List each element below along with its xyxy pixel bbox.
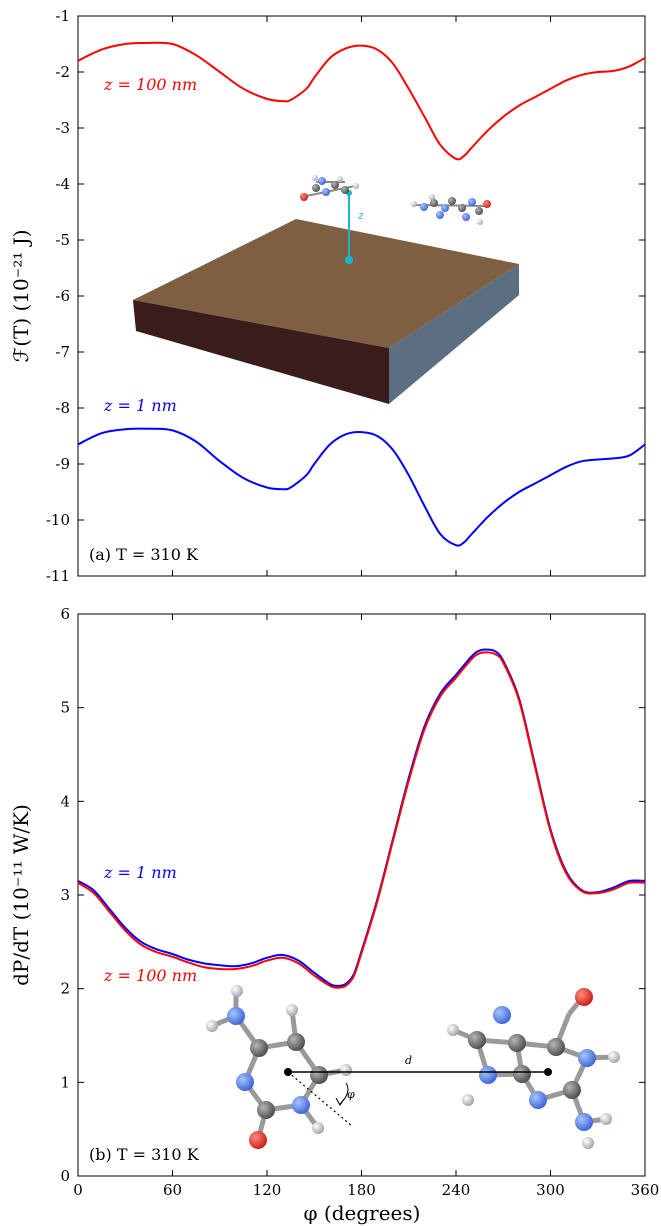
x-tick-label: 180 (347, 1181, 376, 1199)
y-tick-label: 2 (60, 980, 70, 998)
y-tick-label: -9 (55, 455, 70, 473)
y-tick-label: -1 (55, 7, 70, 25)
angle-phi-label: φ (347, 1088, 355, 1101)
y-tick-label: -6 (55, 287, 70, 305)
y-tick-label: 6 (60, 605, 70, 623)
y-tick-label: -2 (55, 63, 70, 81)
y-tick-label: -10 (46, 511, 70, 529)
panel-a-label: (a) T = 310 K (89, 545, 199, 564)
angle-arrow-icon (335, 1097, 345, 1106)
y-tick-label: 5 (60, 699, 70, 717)
x-tick-label: 240 (442, 1181, 471, 1199)
y-tick-label: 4 (60, 792, 70, 810)
angle-reference-line (287, 1071, 353, 1127)
panel-b-ticks (77, 613, 646, 1177)
y-tick-label: 0 (60, 1167, 70, 1185)
panel-b-label: (b) T = 310 K (89, 1145, 200, 1164)
curve-z100-b (78, 651, 645, 989)
x-tick-label: 300 (536, 1181, 565, 1199)
panel-a-ylabel: ℱ(T) (10⁻²¹ J) (9, 229, 33, 362)
distance-d-right-point (544, 1068, 552, 1076)
y-tick-label: 1 (60, 1073, 70, 1091)
label-z100-a: z = 100 nm (103, 75, 197, 94)
y-tick-label: -8 (55, 399, 70, 417)
y-tick-label: -5 (55, 231, 70, 249)
panel-a-tick-labels: -1 -2 -3 -4 -5 -6 -7 -8 -9 -10 -11 (46, 7, 70, 585)
inset-substrate-illustration: z (133, 175, 519, 404)
x-tick-label: 0 (73, 1181, 83, 1199)
panel-b-xlabel: φ (degrees) (304, 1201, 421, 1225)
label-z1-a: z = 1 nm (103, 396, 177, 415)
distance-d-label: d (405, 1054, 412, 1067)
label-z100-b: z = 100 nm (103, 966, 197, 985)
slab-side-face (389, 264, 519, 404)
y-tick-label: -4 (55, 175, 70, 193)
x-tick-label: 120 (253, 1181, 282, 1199)
label-z1-b: z = 1 nm (103, 863, 177, 882)
x-tick-label: 360 (631, 1181, 660, 1199)
curve-z1-b (78, 648, 645, 987)
panel-a: -1 -2 -3 -4 -5 -6 -7 -8 -9 -10 -11 z (9, 7, 646, 585)
inset-molecule-pair: d φ (206, 985, 620, 1149)
panel-b-ylabel: dP/dT (10⁻¹¹ W/K) (9, 804, 33, 986)
distance-z-label: z (357, 209, 364, 222)
slab-front-face (133, 300, 389, 404)
slab-top-face (133, 219, 519, 348)
panel-a-ticks (77, 15, 646, 577)
y-tick-label: 3 (60, 886, 70, 904)
y-tick-label: -3 (55, 119, 70, 137)
y-tick-label: -11 (46, 567, 70, 585)
distance-z-endpoint (345, 256, 353, 264)
x-tick-label: 60 (163, 1181, 182, 1199)
inset-molecule-right (411, 194, 491, 225)
inset-molecule-left (300, 175, 359, 201)
curve-z1-a (78, 427, 645, 547)
y-tick-label: -7 (55, 343, 70, 361)
curve-z100-a (78, 41, 645, 161)
